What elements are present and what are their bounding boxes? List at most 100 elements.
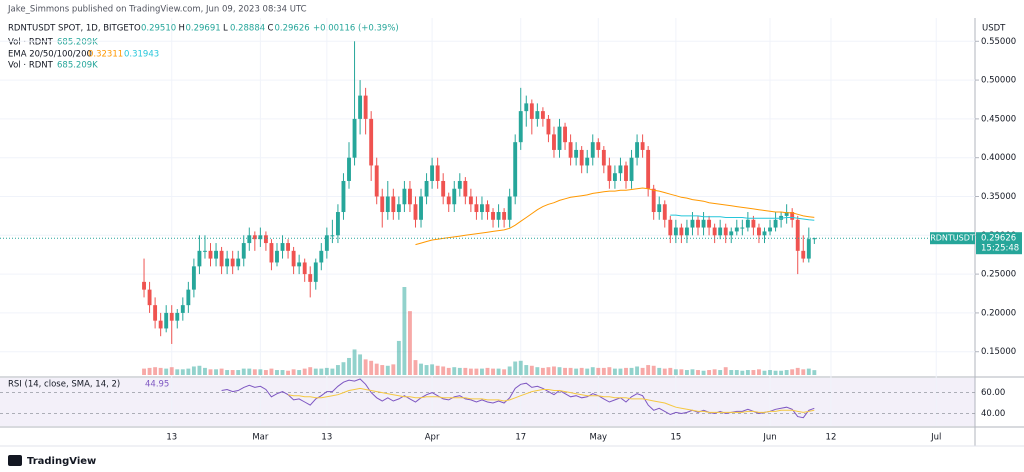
change: +0.00116 (+0.39%) (313, 24, 399, 34)
volume-bar (385, 365, 390, 375)
volume-bar (690, 369, 695, 375)
volume-bar (662, 368, 667, 375)
candle-body (380, 196, 385, 213)
volume-bar (258, 369, 263, 375)
candle-body (812, 238, 817, 240)
candle-body (518, 111, 523, 143)
x-tick-label: Mar (252, 433, 269, 443)
candle-body (563, 126, 567, 143)
candle-body (158, 320, 163, 329)
candle-body (801, 250, 806, 259)
candle-body (745, 219, 750, 228)
volume-bar (441, 366, 446, 375)
volume-bar (574, 368, 579, 375)
candle-body (480, 204, 484, 213)
volume-bar (651, 365, 656, 375)
candle-body (402, 188, 407, 205)
volume-legend: Vol · RDNT (8, 38, 54, 48)
candle-body (457, 180, 462, 189)
volume-bar (513, 361, 518, 375)
volume-bar (180, 369, 185, 375)
volume-bar (313, 368, 318, 375)
candle-body (690, 219, 695, 228)
y-tick-label: 0.35000 (981, 192, 1016, 202)
volume-bar (529, 365, 534, 375)
volume-bar (784, 370, 789, 375)
volume-bar (607, 367, 612, 375)
volume-bar (779, 370, 784, 375)
volume-bar (723, 367, 728, 375)
volume-bar (540, 367, 545, 375)
volume-bar (463, 367, 468, 375)
price-badge-label: 0.29626 (981, 234, 1016, 244)
candle-body (496, 212, 501, 220)
candle-body (762, 231, 767, 236)
candle-body (513, 142, 518, 197)
candle-body (191, 266, 196, 290)
volume-bar (308, 367, 313, 375)
volume-value: 685.209K (57, 61, 98, 71)
candle-body (723, 227, 728, 236)
volume-bar (773, 370, 778, 375)
ema-line (670, 214, 815, 221)
candle-body (734, 227, 739, 232)
candle-body (585, 157, 590, 166)
symbol-title: RDNTUSDT SPOT, 1D, BITGET (8, 24, 135, 34)
volume-bar (745, 370, 750, 375)
candle-body (546, 118, 551, 135)
volume-bar (186, 368, 191, 375)
ema-value: 0.31943 (124, 50, 159, 60)
volume-bar (252, 369, 257, 375)
candle-body (601, 149, 606, 166)
volume-bar (757, 369, 761, 375)
candle-body (557, 126, 562, 150)
volume-bar (435, 365, 440, 375)
countdown: 15:25:48 (981, 244, 1019, 254)
candle-body (385, 196, 390, 213)
volume-bar (579, 367, 584, 375)
volume-bar (640, 367, 645, 375)
candle-body (180, 305, 185, 313)
volume-bar (391, 364, 396, 375)
candle-body (507, 196, 512, 220)
x-tick-label: Apr (425, 433, 440, 443)
volume-bar (646, 365, 651, 375)
candle-body (712, 227, 717, 236)
candle-body (718, 227, 723, 236)
header: Jake_Simmons published on TradingView.co… (7, 5, 307, 15)
candle-body (474, 204, 479, 213)
volume-bar (286, 370, 291, 375)
volume-bar (208, 369, 213, 375)
volume-bar (480, 368, 484, 375)
candle-body (574, 149, 579, 158)
candle-body (612, 173, 617, 181)
volume-bar (419, 363, 423, 375)
candle-body (363, 95, 368, 119)
candle-body (297, 262, 302, 267)
candle-body (463, 180, 468, 197)
volume-bar (590, 367, 595, 375)
logo-mark (8, 455, 22, 466)
candle-body (203, 250, 207, 252)
price-badge (976, 232, 1022, 255)
candle-body (651, 188, 656, 213)
volume-bar (153, 367, 158, 375)
ohlc-value: 0.28884 (230, 24, 265, 34)
volume-bar (679, 369, 684, 375)
volume-bar (175, 369, 180, 375)
candle-body (668, 219, 673, 236)
candle-body (629, 157, 634, 181)
candle-body (696, 219, 700, 228)
candle-body (607, 165, 612, 181)
candle-body (768, 227, 772, 232)
volume-bar (718, 370, 723, 375)
volume-bar (557, 367, 562, 375)
candle-body (679, 227, 684, 236)
rsi-line (221, 378, 815, 419)
candle-body (335, 212, 340, 236)
candle-body (540, 111, 545, 119)
y-tick-label: 0.25000 (981, 270, 1016, 280)
volume-bar (790, 369, 795, 375)
candle-body (535, 111, 540, 119)
